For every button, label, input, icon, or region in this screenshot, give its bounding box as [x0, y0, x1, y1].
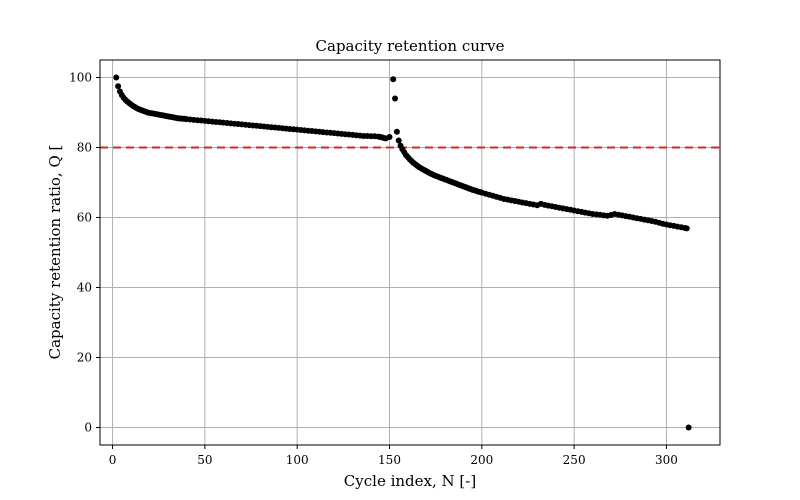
- y-tick-label: 100: [69, 71, 92, 85]
- x-axis-label: Cycle index, N [-]: [344, 472, 476, 490]
- data-point: [683, 225, 690, 232]
- y-tick-label: 60: [77, 211, 92, 225]
- y-tick-label: 80: [77, 141, 92, 155]
- x-tick-label: 300: [655, 453, 678, 467]
- x-tick-label: 50: [197, 453, 212, 467]
- x-tick-label: 100: [286, 453, 309, 467]
- y-tick-label: 0: [84, 421, 92, 435]
- y-axis-label: Capacity retention ratio, Q [: [46, 145, 64, 360]
- data-points-layer: [113, 74, 692, 431]
- grid-layer: [100, 60, 720, 445]
- chart-title: Capacity retention curve: [316, 37, 505, 55]
- x-tick-label: 0: [109, 453, 117, 467]
- data-point: [395, 137, 402, 144]
- data-point: [113, 74, 120, 81]
- tick-layer: 0 50 100 150 200 250 300 0 20 40 60 80 100: [69, 71, 678, 468]
- y-tick-label: 40: [77, 281, 92, 295]
- x-tick-label: 250: [563, 453, 586, 467]
- plot-frame: [99, 59, 721, 446]
- data-point: [393, 128, 400, 135]
- data-point: [386, 134, 393, 140]
- x-tick-label: 200: [470, 453, 493, 467]
- data-point: [685, 424, 692, 431]
- data-point: [392, 95, 399, 102]
- x-tick-label: 150: [378, 453, 401, 467]
- data-point: [115, 83, 122, 90]
- data-point: [390, 76, 397, 83]
- y-tick-label: 20: [77, 351, 92, 365]
